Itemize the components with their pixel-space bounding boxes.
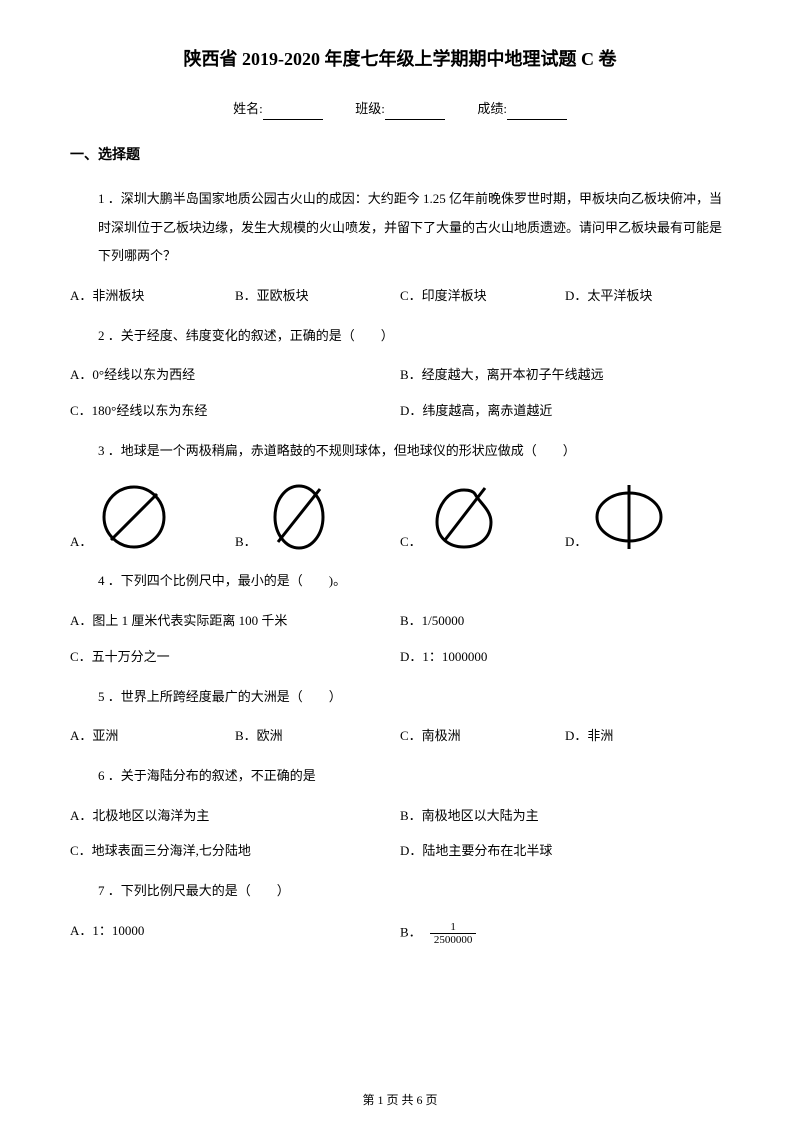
q3-opt-d: D． (565, 480, 730, 552)
q3-opt-a: A． (70, 480, 235, 552)
q4-opt-a: A．图上 1 厘米代表实际距离 100 千米 (70, 611, 400, 632)
q6-opt-a: A．北极地区以海洋为主 (70, 806, 400, 827)
class-label: 班级: (355, 101, 385, 116)
header-line: 姓名: 班级: 成绩: (70, 99, 730, 120)
q6-opt-d: D．陆地主要分布在北半球 (400, 841, 730, 862)
pear-icon (427, 480, 502, 555)
q1-opt-d: D．太平洋板块 (565, 286, 730, 307)
q7-opt-a: A．1：10000 (70, 921, 400, 946)
q5-options: A．亚洲 B．欧洲 C．南极洲 D．非洲 (70, 726, 730, 747)
q6-opt-b: B．南极地区以大陆为主 (400, 806, 730, 827)
q2-options-1: A．0°经线以东为西经 B．经度越大，离开本初子午线越远 (70, 365, 730, 386)
score-blank (507, 107, 567, 120)
score-label: 成绩: (477, 101, 507, 116)
circle-diag-icon (97, 480, 172, 555)
q2-opt-d: D．纬度越高，离赤道越近 (400, 401, 730, 422)
name-label: 姓名: (233, 101, 263, 116)
q4-options-2: C．五十万分之一 D．1：1000000 (70, 647, 730, 668)
q6-options-2: C．地球表面三分海洋,七分陆地 D．陆地主要分布在北半球 (70, 841, 730, 862)
section-title: 一、选择题 (70, 145, 730, 167)
q6-text: 6 ．关于海陆分布的叙述，不正确的是 (70, 762, 730, 791)
q2-options-2: C．180°经线以东为东经 D．纬度越高，离赤道越近 (70, 401, 730, 422)
q7-text: 7 ．下列比例尺最大的是（ ） (70, 877, 730, 906)
q7-options-1: A．1：10000 B． 1 2500000 (70, 921, 730, 946)
page-footer: 第 1 页 共 6 页 (0, 1091, 800, 1110)
q1-opt-b: B．亚欧板块 (235, 286, 400, 307)
q3-opt-c: C． (400, 480, 565, 552)
q5-text: 5 ．世界上所跨经度最广的大洲是（ ） (70, 683, 730, 712)
q4-text: 4 ．下列四个比例尺中，最小的是（ )。 (70, 567, 730, 596)
q7-opt-b: B． 1 2500000 (400, 921, 730, 946)
q3-text: 3 ．地球是一个两极稍扁，赤道略鼓的不规则球体，但地球仪的形状应做成（ ） (70, 437, 730, 466)
q5-opt-c: C．南极洲 (400, 726, 565, 747)
ellipse-tall-icon (262, 480, 337, 555)
fraction-icon: 1 2500000 (430, 921, 477, 946)
q1-opt-c: C．印度洋板块 (400, 286, 565, 307)
q3-options: A． B． C． D． (70, 480, 730, 552)
class-blank (385, 107, 445, 120)
q4-options-1: A．图上 1 厘米代表实际距离 100 千米 B．1/50000 (70, 611, 730, 632)
q2-opt-a: A．0°经线以东为西经 (70, 365, 400, 386)
q6-opt-c: C．地球表面三分海洋,七分陆地 (70, 841, 400, 862)
q5-opt-d: D．非洲 (565, 726, 730, 747)
q1-text: 1 ．深圳大鹏半岛国家地质公园古火山的成因：大约距今 1.25 亿年前晚侏罗世时… (70, 185, 730, 271)
q4-opt-b: B．1/50000 (400, 611, 730, 632)
q3-opt-b: B． (235, 480, 400, 552)
q6-options-1: A．北极地区以海洋为主 B．南极地区以大陆为主 (70, 806, 730, 827)
q2-opt-c: C．180°经线以东为东经 (70, 401, 400, 422)
ellipse-wide-axis-icon (592, 480, 667, 555)
q5-opt-b: B．欧洲 (235, 726, 400, 747)
q4-opt-d: D．1：1000000 (400, 647, 730, 668)
q1-opt-a: A．非洲板块 (70, 286, 235, 307)
q4-opt-c: C．五十万分之一 (70, 647, 400, 668)
q2-text: 2 ．关于经度、纬度变化的叙述，正确的是（ ） (70, 322, 730, 351)
name-blank (263, 107, 323, 120)
q5-opt-a: A．亚洲 (70, 726, 235, 747)
q1-options: A．非洲板块 B．亚欧板块 C．印度洋板块 D．太平洋板块 (70, 286, 730, 307)
page-title: 陕西省 2019-2020 年度七年级上学期期中地理试题 C 卷 (70, 45, 730, 74)
q2-opt-b: B．经度越大，离开本初子午线越远 (400, 365, 730, 386)
